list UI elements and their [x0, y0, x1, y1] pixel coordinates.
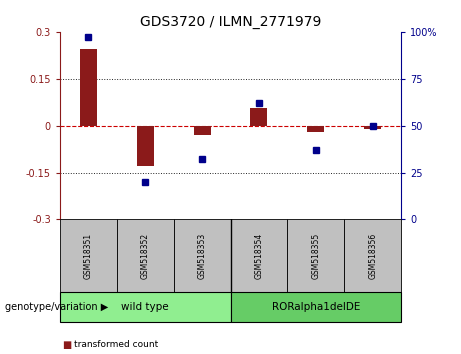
Bar — [230, 292, 401, 322]
Bar — [194, 126, 211, 135]
Bar — [80, 49, 97, 126]
Bar — [364, 126, 381, 129]
Text: GSM518351: GSM518351 — [84, 233, 93, 279]
Bar — [344, 219, 401, 292]
Bar — [60, 219, 117, 292]
Bar — [136, 126, 154, 166]
Text: GSM518354: GSM518354 — [254, 233, 263, 279]
Bar — [250, 108, 267, 126]
Text: RORalpha1delDE: RORalpha1delDE — [272, 302, 360, 312]
Bar — [60, 292, 230, 322]
Text: transformed count: transformed count — [74, 340, 158, 349]
Text: GSM518355: GSM518355 — [311, 233, 320, 279]
Text: wild type: wild type — [121, 302, 169, 312]
Text: GSM518353: GSM518353 — [198, 233, 207, 279]
Text: GSM518352: GSM518352 — [141, 233, 150, 279]
Title: GDS3720 / ILMN_2771979: GDS3720 / ILMN_2771979 — [140, 16, 321, 29]
Text: ■: ■ — [62, 340, 71, 350]
Bar — [307, 126, 324, 132]
Bar — [287, 219, 344, 292]
Text: genotype/variation ▶: genotype/variation ▶ — [5, 302, 108, 312]
Bar — [174, 219, 230, 292]
Text: GSM518356: GSM518356 — [368, 233, 377, 279]
Bar — [117, 219, 174, 292]
Bar — [230, 219, 287, 292]
